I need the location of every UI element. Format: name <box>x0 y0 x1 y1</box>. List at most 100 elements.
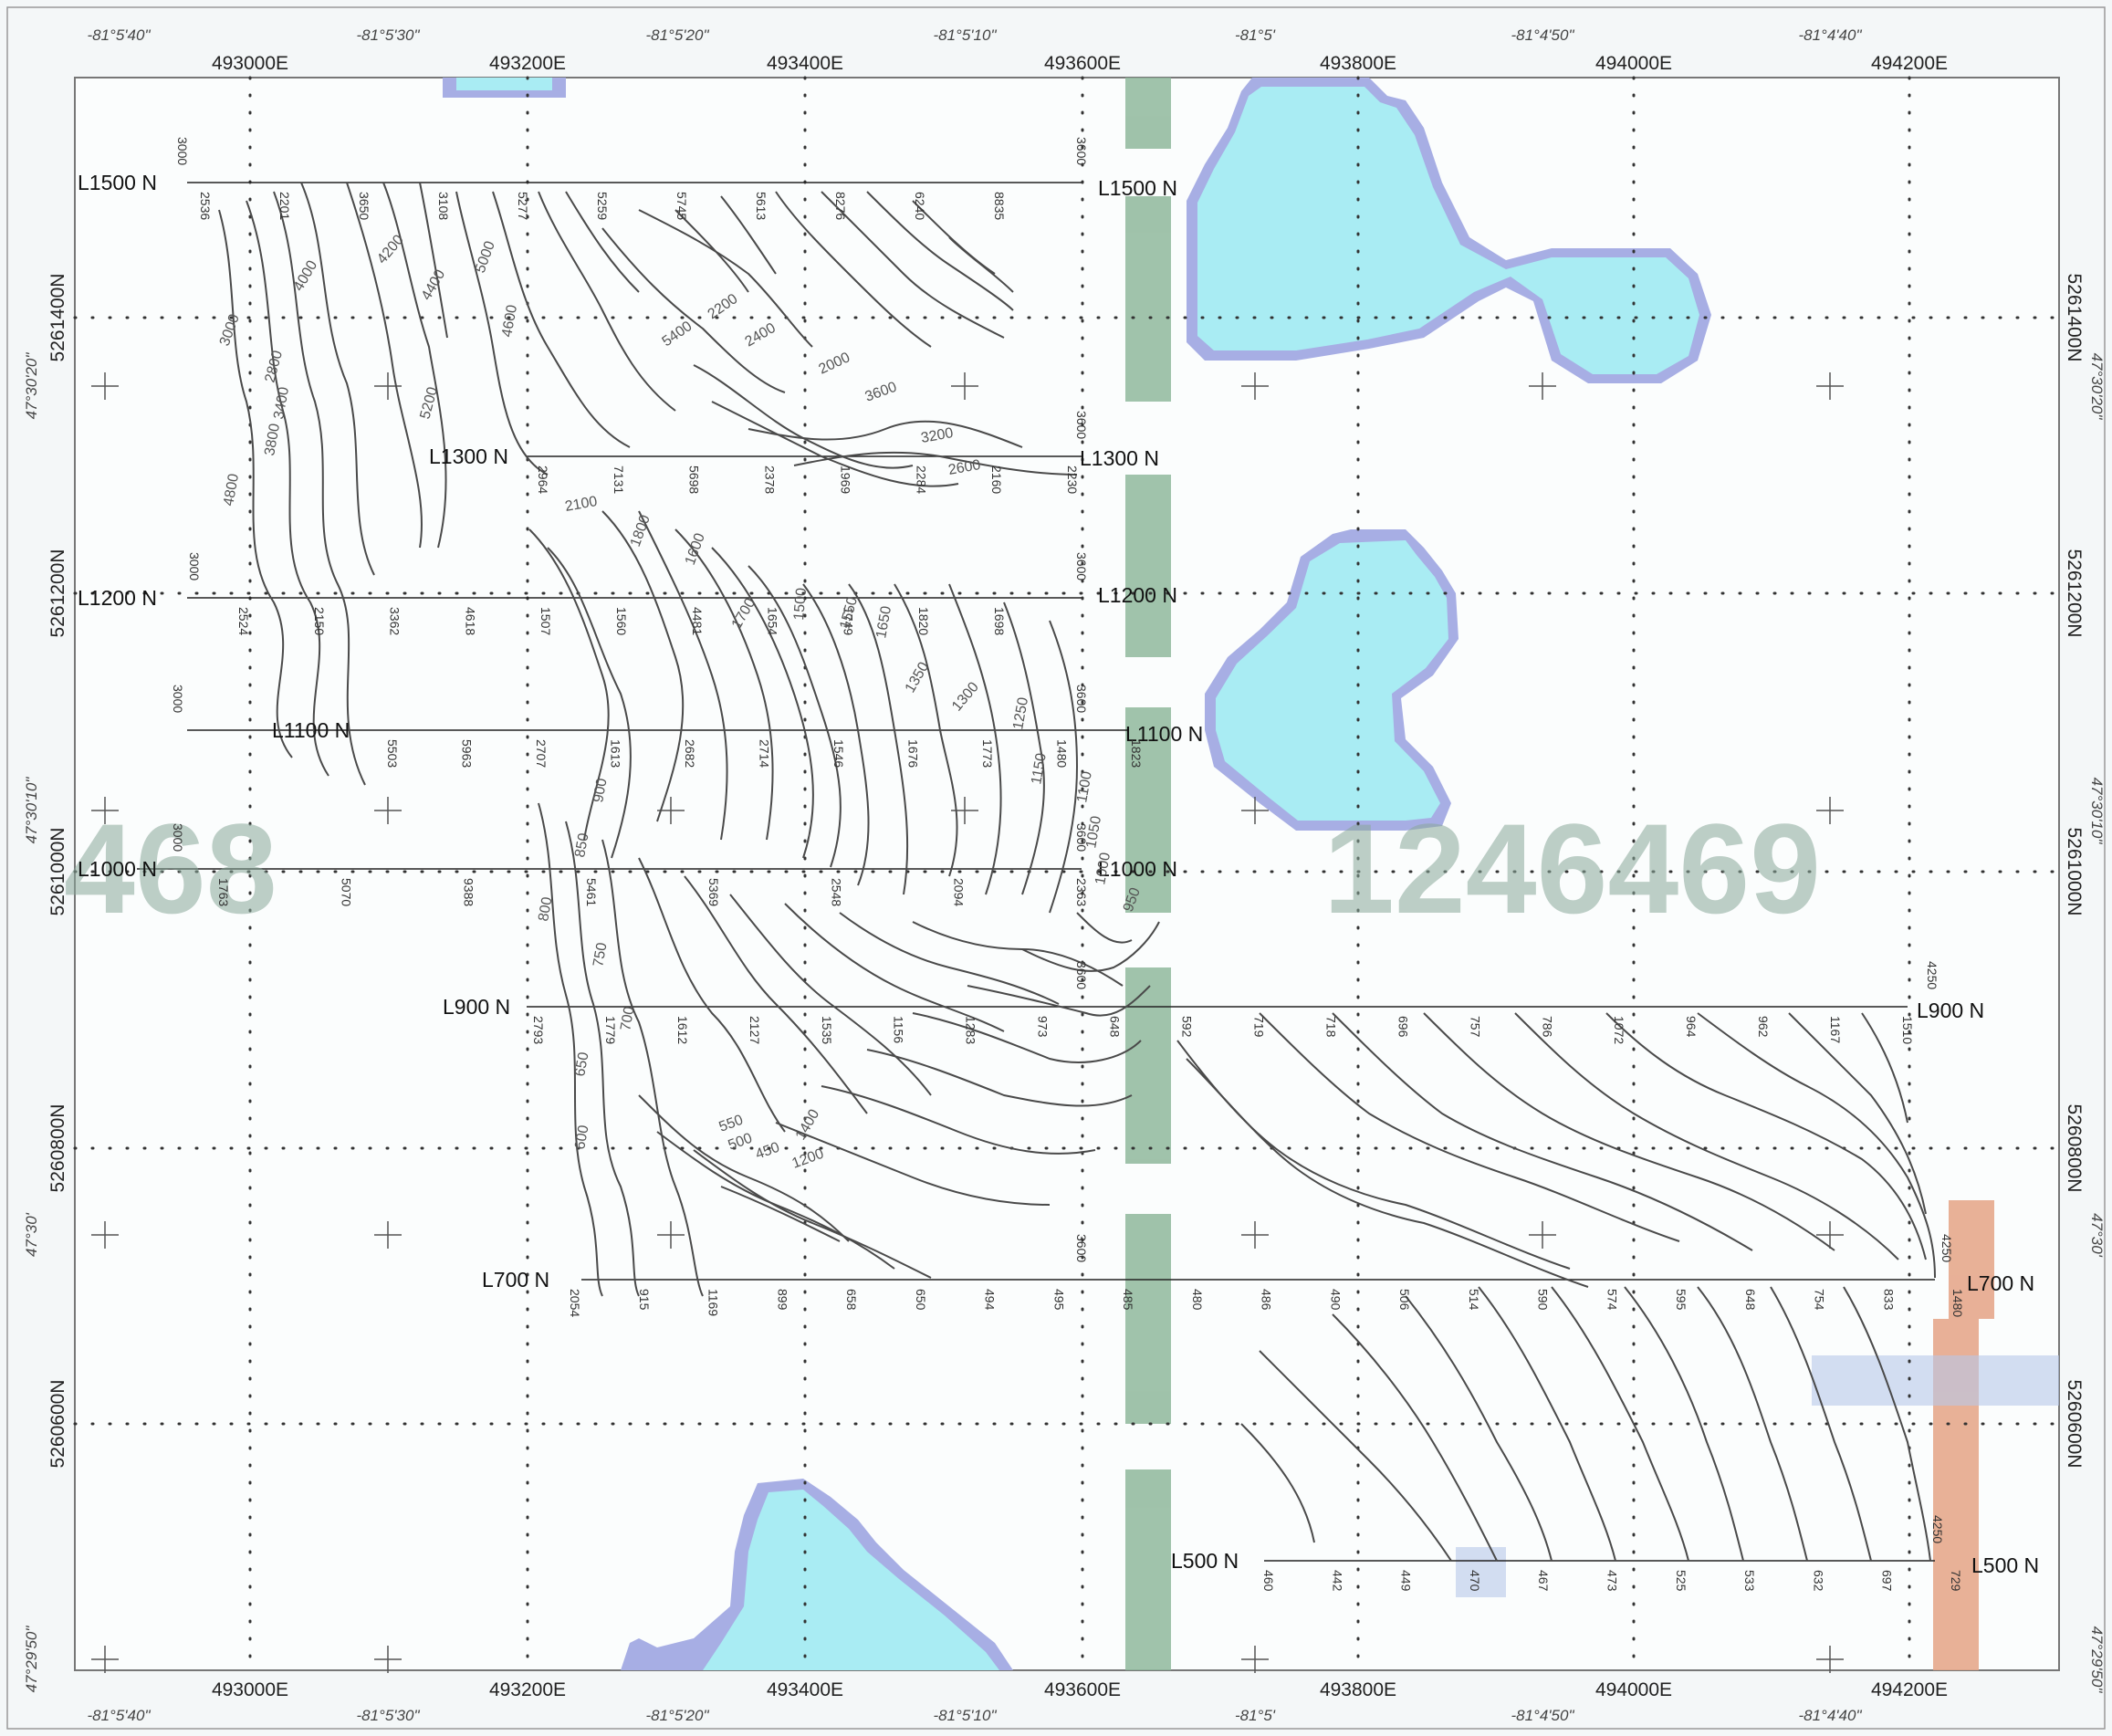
station-end-value: 3000 <box>175 137 190 165</box>
northing-label: 5261000N <box>47 828 68 916</box>
station-reading: 590 <box>1536 1289 1551 1311</box>
station-end-value: 4250 <box>1939 1234 1954 1262</box>
station-reading: 514 <box>1467 1289 1481 1311</box>
contour-value-label: 1000 <box>1093 852 1114 886</box>
longitude-label: -81°5' <box>1235 1707 1276 1724</box>
line-label-left: L1100 N <box>272 718 350 742</box>
station-reading: 1823 <box>1129 739 1144 768</box>
station-reading: 962 <box>1756 1016 1771 1038</box>
station-end-value: 3000 <box>187 552 202 580</box>
longitude-labels-bottom: -81°5'40" -81°5'30" -81°5'20" -81°5'10" … <box>87 1707 1862 1724</box>
station-reading: 2707 <box>534 739 549 768</box>
survey-line-labels: L1500 N L1500 N L1300 N L1300 N L1200 N … <box>78 171 2039 1577</box>
contour-value-label: 3800 <box>262 423 283 457</box>
contour-value-label: 600 <box>572 1124 591 1150</box>
station-end-value: 4250 <box>1925 961 1939 989</box>
station-reading: 658 <box>844 1289 859 1311</box>
contour-value-label: 1050 <box>1083 815 1104 850</box>
station-reading: 506 <box>1397 1289 1412 1311</box>
easting-label: 493600E <box>1044 1679 1121 1700</box>
station-reading: 2714 <box>758 739 772 768</box>
station-reading: 480 <box>1190 1289 1205 1311</box>
station-reading: 757 <box>1468 1016 1482 1038</box>
station-reading: 2150 <box>312 607 327 635</box>
latitude-label: 47°29'50" <box>23 1626 40 1693</box>
station-reading: 648 <box>1743 1289 1758 1311</box>
station-reading: 442 <box>1330 1570 1344 1592</box>
station-reading: 1820 <box>916 607 931 635</box>
lake-south <box>621 1479 1013 1670</box>
station-reading: 833 <box>1881 1289 1896 1311</box>
station-reading: 2548 <box>829 878 843 906</box>
easting-label: 493200E <box>489 1679 566 1700</box>
station-reading: 1698 <box>992 607 1007 635</box>
station-reading: 1510 <box>1900 1016 1915 1044</box>
northing-label: 5260800N <box>47 1104 68 1193</box>
northing-label: 5261200N <box>2064 549 2085 638</box>
station-reading: 5503 <box>385 739 400 768</box>
contour-value-label: 3400 <box>271 386 292 421</box>
station-reading: 2230 <box>1065 465 1080 494</box>
contour-value-label: 4800 <box>221 473 242 507</box>
station-reading: 2160 <box>989 465 1004 494</box>
line-label-right: L1300 N <box>1080 446 1159 470</box>
longitude-labels-top: -81°5'40" -81°5'30" -81°5'20" -81°5'10" … <box>87 26 1862 44</box>
latitude-label: 47°29'50" <box>2088 1626 2106 1694</box>
station-reading: 3362 <box>388 607 403 635</box>
longitude-label: -81°4'40" <box>1798 26 1862 44</box>
easting-label: 493000E <box>212 53 288 74</box>
station-reading: 4618 <box>463 607 477 635</box>
station-reading: 533 <box>1742 1570 1757 1592</box>
station-end-value: 3600 <box>1074 961 1089 989</box>
line-label-left: L1300 N <box>429 444 508 468</box>
station-reading: 1969 <box>838 465 852 494</box>
station-reading: 2054 <box>568 1289 582 1317</box>
contour-value-label: 1500 <box>791 587 810 621</box>
station-reading: 915 <box>637 1289 652 1311</box>
easting-label: 493200E <box>489 53 566 74</box>
station-reading: 1749 <box>841 607 855 635</box>
station-reading: 2284 <box>914 465 928 494</box>
line-label-left: L1000 N <box>78 857 157 881</box>
station-reading: 2682 <box>683 739 697 768</box>
station-end-value: 3600 <box>1074 685 1089 713</box>
line-label-right: L1000 N <box>1098 857 1177 881</box>
graticule-crosses <box>91 372 1844 1673</box>
easting-label: 493800E <box>1320 1679 1396 1700</box>
longitude-label: -81°5'10" <box>933 26 997 44</box>
contour-value-label: 800 <box>536 895 555 922</box>
station-reading: 592 <box>1180 1016 1195 1038</box>
station-reading: 2201 <box>277 192 292 220</box>
station-reading: 1072 <box>1612 1016 1626 1044</box>
contour-value-label: 2100 <box>564 494 599 515</box>
contour-value-label: 2600 <box>947 457 982 478</box>
station-reading: 1169 <box>706 1289 721 1316</box>
longitude-label: -81°5'20" <box>645 26 709 44</box>
station-end-value: 3600 <box>1074 823 1089 852</box>
contour-value-label: 750 <box>591 941 610 967</box>
station-end-value: 3000 <box>171 685 185 713</box>
contour-lines <box>218 182 1936 1562</box>
northing-label: 5261200N <box>47 549 68 638</box>
station-reading: 729 <box>1949 1570 1963 1592</box>
station-reading: 1167 <box>1828 1016 1843 1043</box>
claim-number: 1246469 <box>1323 797 1821 940</box>
latitude-labels-right: 47°30'20" 47°30'10" 47°30' 47°29'50" <box>2088 353 2106 1694</box>
station-reading: 495 <box>1051 1289 1066 1311</box>
easting-label: 493400E <box>767 1679 843 1700</box>
station-reading: 1612 <box>675 1016 690 1044</box>
latitude-labels-left: 47°30'20" 47°30'10" 47°30' 47°29'50" <box>23 352 40 1693</box>
station-reading: 8276 <box>833 192 848 220</box>
northing-label: 5260800N <box>2064 1104 2085 1193</box>
longitude-label: -81°5'10" <box>933 1707 997 1724</box>
station-end-value: 3600 <box>1074 411 1089 439</box>
longitude-label: -81°4'50" <box>1511 26 1574 44</box>
contour-value-label: 850 <box>572 831 591 858</box>
station-reading: 473 <box>1605 1570 1620 1592</box>
station-reading: 2793 <box>531 1016 546 1044</box>
station-reading: 5259 <box>595 192 610 220</box>
northing-label: 5260600N <box>2064 1380 2085 1469</box>
station-reading: 2524 <box>236 607 251 635</box>
northing-label: 5260600N <box>47 1380 68 1469</box>
line-label-right: L500 N <box>1971 1553 2039 1577</box>
